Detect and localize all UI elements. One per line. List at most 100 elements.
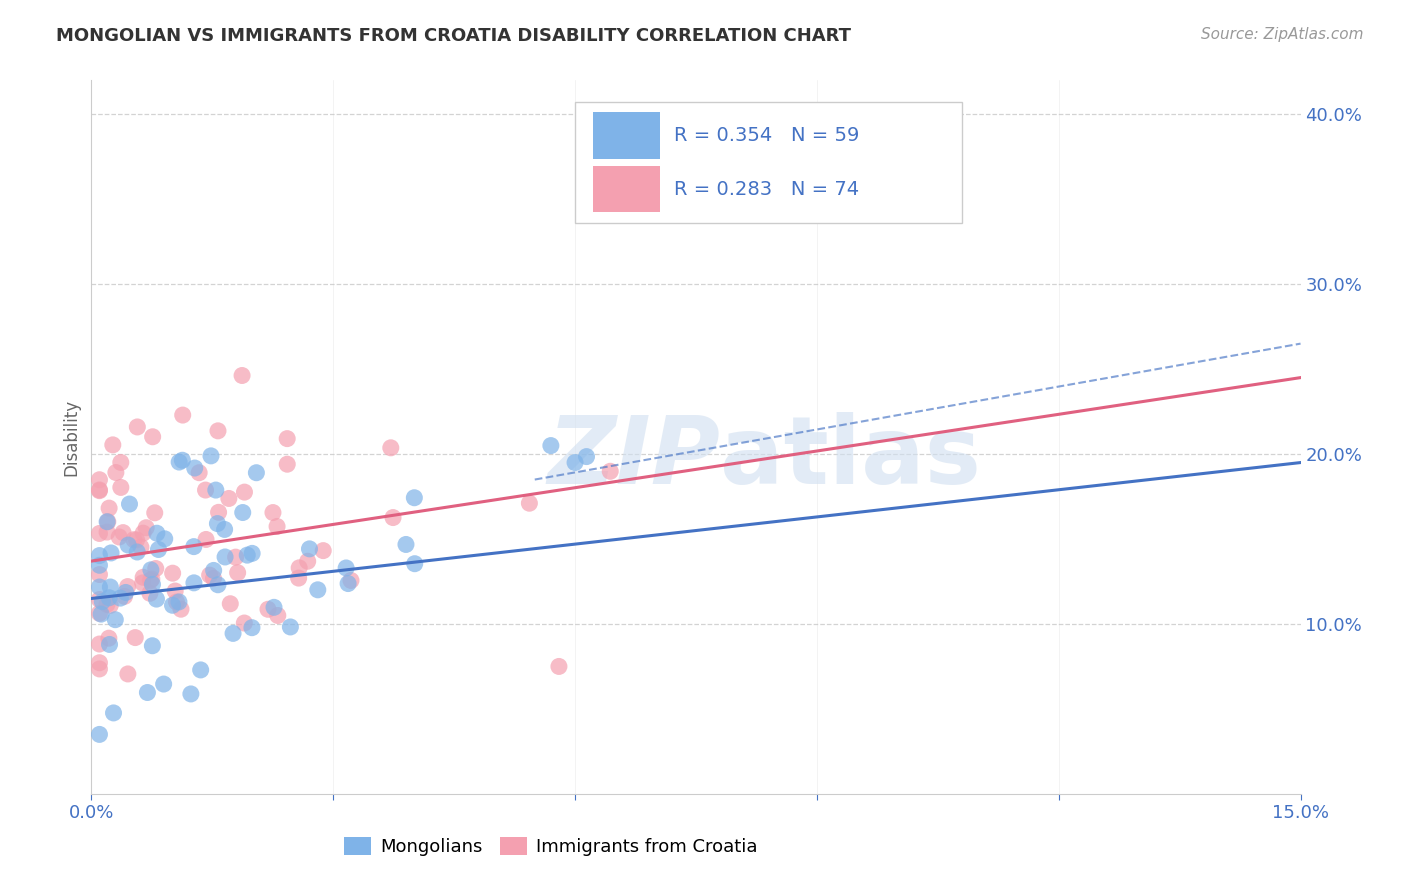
Point (214, 523, 236, 537)
Point (219, 597, 242, 611)
Point (114, 590, 136, 604)
Point (89, 526, 111, 541)
Point (117, 580, 139, 594)
Point (207, 505, 229, 519)
Point (145, 592, 167, 607)
Point (153, 532, 176, 546)
Point (298, 541, 321, 556)
Point (127, 420, 149, 434)
Point (139, 586, 162, 600)
Point (200, 449, 222, 463)
Text: atlas: atlas (720, 412, 981, 505)
Point (148, 542, 170, 557)
Point (141, 572, 163, 586)
Point (139, 574, 162, 588)
Point (104, 466, 127, 480)
Point (141, 577, 163, 591)
Y-axis label: Disability: Disability (62, 399, 80, 475)
FancyBboxPatch shape (593, 166, 659, 212)
Point (108, 530, 131, 544)
Point (380, 441, 402, 455)
Point (162, 566, 184, 581)
Point (575, 450, 598, 464)
Point (167, 455, 190, 469)
Point (222, 626, 245, 640)
Point (122, 533, 145, 547)
Point (110, 455, 132, 469)
Point (117, 538, 139, 552)
Point (89, 607, 111, 621)
Point (89, 580, 111, 594)
Point (183, 461, 205, 475)
Point (195, 533, 218, 547)
Point (218, 491, 240, 506)
Point (207, 516, 229, 531)
Point (233, 485, 256, 500)
Point (204, 483, 226, 497)
Point (288, 561, 311, 575)
Point (172, 408, 194, 422)
Point (152, 677, 174, 691)
Point (143, 506, 166, 520)
Text: ZIP: ZIP (547, 412, 720, 505)
Point (96, 515, 118, 529)
Point (91, 595, 114, 609)
Point (198, 568, 221, 582)
Point (519, 496, 541, 510)
Point (124, 631, 146, 645)
Point (89, 727, 111, 741)
Point (89, 656, 111, 670)
Point (564, 456, 586, 470)
Point (262, 506, 284, 520)
Point (166, 595, 188, 609)
Text: Source: ZipAtlas.com: Source: ZipAtlas.com (1201, 27, 1364, 42)
Point (141, 639, 163, 653)
Point (100, 546, 122, 560)
Point (98, 637, 121, 651)
Point (167, 595, 190, 609)
Point (214, 549, 236, 564)
Point (297, 554, 319, 568)
Point (127, 545, 149, 559)
Point (98, 599, 121, 613)
Point (599, 464, 621, 478)
Point (104, 613, 127, 627)
Point (548, 659, 571, 673)
Point (110, 480, 132, 494)
Point (129, 540, 152, 554)
Point (183, 540, 205, 554)
Point (335, 561, 357, 575)
Point (240, 546, 263, 560)
Point (395, 537, 418, 551)
Point (257, 602, 280, 616)
Point (245, 466, 267, 480)
Point (131, 576, 153, 591)
Point (142, 430, 165, 444)
Point (97, 631, 120, 645)
Point (312, 543, 335, 558)
Point (231, 368, 253, 383)
Point (101, 438, 124, 452)
Point (280, 620, 302, 634)
Text: MONGOLIAN VS IMMIGRANTS FROM CROATIA DISABILITY CORRELATION CHART: MONGOLIAN VS IMMIGRANTS FROM CROATIA DIS… (56, 27, 851, 45)
Point (382, 510, 405, 524)
Point (202, 563, 225, 577)
Legend: Mongolians, Immigrants from Croatia: Mongolians, Immigrants from Croatia (336, 830, 765, 863)
Point (136, 685, 159, 699)
Point (146, 526, 169, 541)
Point (114, 585, 136, 599)
Point (98, 501, 121, 516)
Point (98, 580, 121, 594)
Point (276, 457, 298, 471)
Point (162, 599, 184, 613)
Point (612, 184, 634, 198)
Point (97, 515, 120, 529)
FancyBboxPatch shape (593, 112, 659, 159)
Point (135, 521, 157, 535)
Point (89, 662, 111, 676)
Text: R = 0.354   N = 59: R = 0.354 N = 59 (675, 127, 859, 145)
Point (89, 483, 111, 497)
Point (132, 570, 155, 584)
Point (207, 578, 229, 592)
FancyBboxPatch shape (575, 102, 962, 223)
